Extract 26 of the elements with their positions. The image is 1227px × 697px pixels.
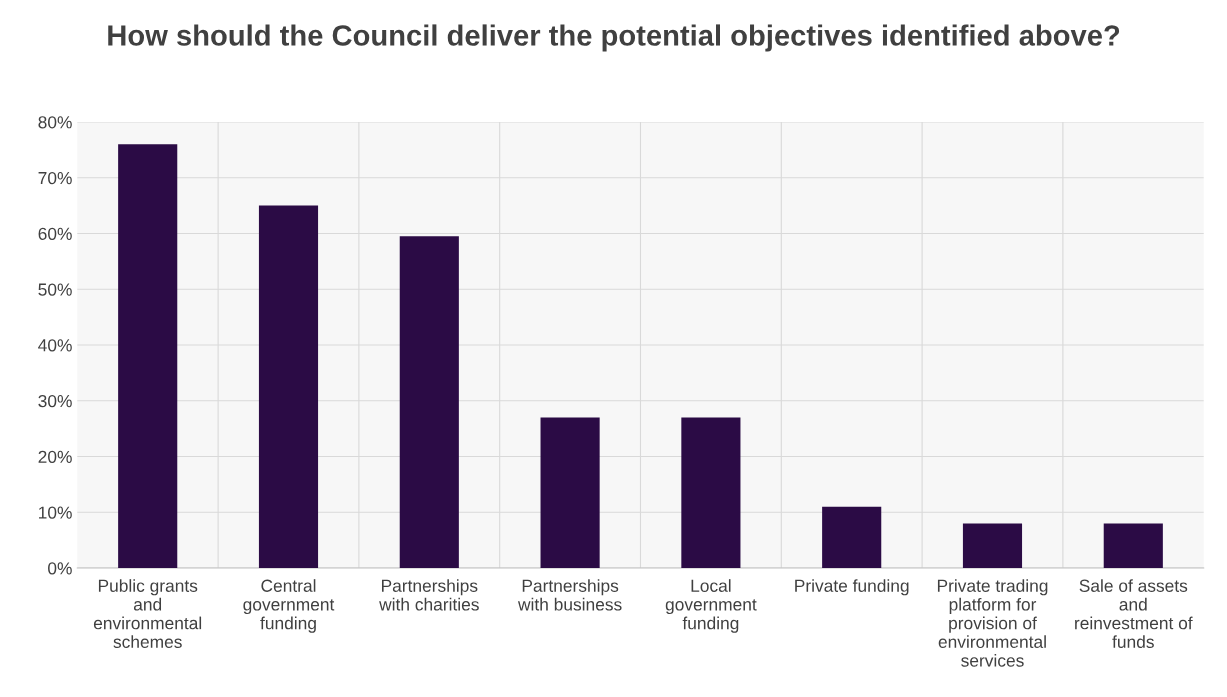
y-tick-label: 80% [38,116,72,129]
y-tick-label: 40% [38,339,72,352]
x-tick-label: Central government funding [243,579,335,633]
bar [1103,523,1163,569]
x-tick-label: Private funding [795,579,909,596]
x-tick-label: Local government funding [665,579,757,633]
x-tick-label: Public grants and environmental schemes [93,579,202,649]
bar [822,506,882,569]
y-tick-label: 20% [38,450,72,463]
y-tick-label: 0% [48,562,72,575]
bar [258,205,319,569]
y-tick-label: 60% [38,227,72,240]
bar [962,523,1023,569]
y-tick-label: 30% [38,394,72,408]
y-tick-label: 70% [38,171,72,185]
y-tick-label: 50% [38,283,72,296]
x-tick-label: Sale of assets and reinvestment of funds [1075,579,1193,649]
x-tick-label: Private trading platform for provision of environmental services [937,579,1048,667]
y-tick-label: 10% [39,506,72,519]
x-tick-label: Partnerships with charities [379,579,479,611]
bar [540,417,600,569]
bar [399,236,459,569]
x-tick-label: Partnerships with business [517,579,622,611]
bar [681,417,741,569]
bar [118,144,178,569]
chart-title: How should the Council deliver the potential objectives identified above? [108,24,1120,52]
